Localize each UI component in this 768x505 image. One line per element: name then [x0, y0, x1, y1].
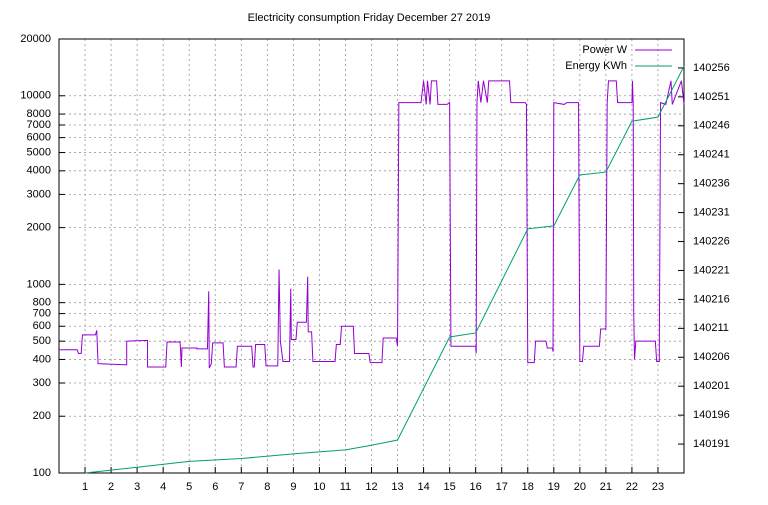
- series-line: [59, 80, 685, 369]
- x-tick-label: 10: [313, 481, 325, 493]
- y-tick-label: 400: [33, 353, 51, 365]
- y2-tick-label: 140191: [693, 438, 730, 450]
- x-tick-label: 7: [238, 481, 244, 493]
- y2-tick-label: 140231: [693, 207, 730, 219]
- legend-label: Power W: [582, 44, 627, 56]
- x-tick-label: 1: [82, 481, 88, 493]
- y2-tick-label: 140221: [693, 264, 730, 276]
- x-tick-label: 8: [264, 481, 270, 493]
- y-tick-label: 4000: [27, 165, 51, 177]
- x-tick-label: 5: [186, 481, 192, 493]
- y2-tick-label: 140211: [693, 322, 729, 334]
- plot-frame: [58, 38, 685, 474]
- x-tick-label: 13: [391, 481, 403, 493]
- y-tick-label: 6000: [27, 132, 51, 144]
- y2-tick-label: 140201: [693, 380, 730, 392]
- y-tick-label: 2000: [27, 222, 51, 234]
- x-tick-label: 3: [134, 481, 140, 493]
- legend-label: Energy KWh: [565, 60, 627, 72]
- y2-tick-label: 140251: [693, 91, 730, 103]
- x-tick-label: 9: [290, 481, 296, 493]
- y-tick-label: 300: [33, 377, 51, 389]
- y-tick-label: 600: [33, 320, 51, 332]
- chart-title: Electricity consumption Friday December …: [248, 12, 491, 24]
- x-tick-label: 12: [365, 481, 377, 493]
- x-tick-label: 6: [212, 481, 218, 493]
- y-tick-label: 200: [33, 410, 51, 422]
- y2-tick-label: 140246: [693, 120, 730, 132]
- x-tick-label: 16: [470, 481, 482, 493]
- x-tick-label: 15: [444, 481, 456, 493]
- y-tick-label: 5000: [27, 146, 51, 158]
- y-tick-label: 7000: [27, 119, 51, 131]
- x-tick-label: 2: [108, 481, 114, 493]
- y-tick-label: 100: [33, 467, 51, 479]
- y2-tick-label: 140206: [693, 351, 730, 363]
- y2-tick-label: 140226: [693, 235, 730, 247]
- x-tick-label: 17: [496, 481, 508, 493]
- x-tick-label: 21: [600, 481, 612, 493]
- y-tick-label: 800: [33, 297, 51, 309]
- y-tick-label: 20000: [20, 33, 51, 45]
- y-tick-label: 3000: [27, 188, 51, 200]
- x-tick-label: 19: [548, 481, 560, 493]
- y-tick-label: 8000: [27, 108, 51, 120]
- y-tick-label: 1000: [27, 278, 51, 290]
- y2-tick-label: 140196: [693, 409, 730, 421]
- y2-tick-label: 140216: [693, 293, 730, 305]
- x-tick-label: 11: [340, 481, 351, 493]
- x-tick-label: 22: [626, 481, 638, 493]
- x-tick-label: 14: [417, 481, 429, 493]
- x-tick-label: 23: [652, 481, 664, 493]
- y-tick-label: 10000: [20, 90, 51, 102]
- x-tick-label: 18: [522, 481, 534, 493]
- y-tick-label: 500: [33, 335, 51, 347]
- y2-tick-label: 140236: [693, 178, 730, 190]
- y2-tick-label: 140256: [693, 62, 730, 74]
- y2-tick-label: 140241: [693, 149, 730, 161]
- x-tick-label: 4: [160, 481, 166, 493]
- x-tick-label: 20: [574, 481, 586, 493]
- series-line: [84, 65, 685, 474]
- y-tick-label: 700: [33, 308, 51, 320]
